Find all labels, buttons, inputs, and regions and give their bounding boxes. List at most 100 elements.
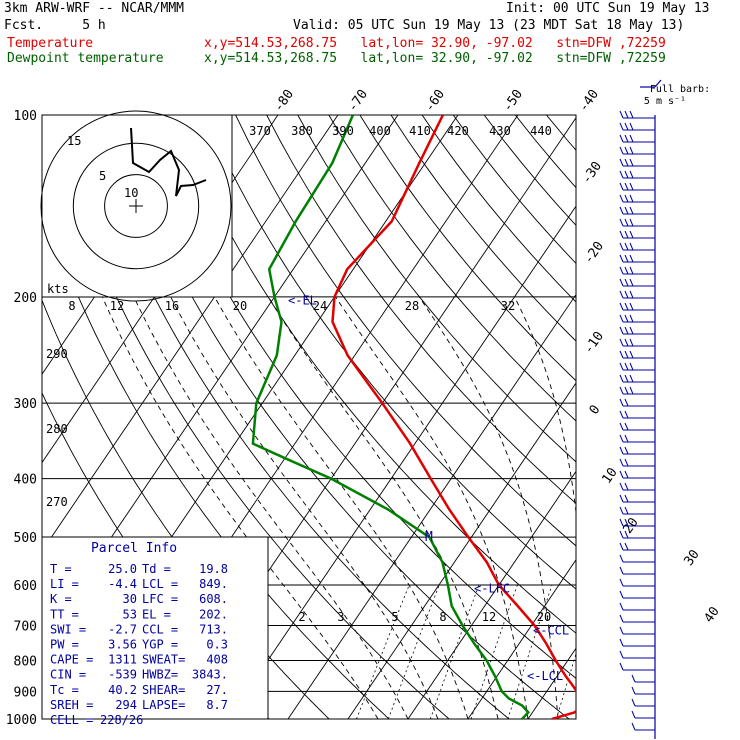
parcel-param-value: 30	[123, 592, 137, 606]
parcel-info-box	[41, 536, 269, 720]
wind-barb-flag	[631, 674, 636, 683]
wind-barb-flag	[629, 218, 634, 227]
wind-barb-flag	[619, 542, 624, 551]
wind-barb-flag	[624, 362, 629, 371]
wind-barb-flag	[619, 230, 624, 239]
wind-barb-flag	[619, 278, 624, 287]
theta-e-label: 430	[489, 124, 511, 138]
parcel-param-value: 3843.	[192, 668, 228, 682]
wind-barb-flag	[629, 338, 634, 347]
wind-barb-flag	[619, 470, 624, 479]
wind-barb-flag	[619, 302, 624, 311]
wind-barb-flag	[631, 722, 636, 731]
wind-barb-flag	[619, 590, 624, 599]
parcel-param-value: -4.4	[108, 577, 137, 591]
wind-barb-flag	[629, 230, 634, 239]
parcel-param-label: PW =	[50, 638, 79, 652]
parcel-param-value: 40.2	[108, 683, 137, 697]
wind-barb-flag	[629, 110, 634, 119]
parcel-param-label: SHEAR=	[142, 683, 185, 697]
wind-barb-flag	[624, 290, 629, 299]
wind-barb-flag	[619, 614, 624, 623]
isotherm-label: -70	[345, 87, 371, 115]
wind-barb-flag	[619, 122, 624, 131]
wind-barb-flag	[624, 446, 629, 455]
pressure-tick-label: 800	[14, 654, 37, 669]
theta-e-label: 380	[291, 124, 313, 138]
barb-legend-unit: 5 m s⁻¹	[644, 96, 686, 107]
dewpoint-location: x,y=514.53,268.75 lat,lon= 32.90, -97.02…	[204, 51, 666, 66]
wind-barb-flag	[619, 650, 624, 659]
wind-barb-flag	[624, 338, 629, 347]
wind-barb-flag	[624, 422, 629, 431]
wind-barb-flag	[624, 386, 629, 395]
level-marker-label: <-LCL	[527, 669, 563, 683]
theta-e-label: 400	[369, 124, 391, 138]
wind-barb-flag	[624, 242, 629, 251]
wind-barb-flag	[619, 134, 624, 143]
pressure-tick-label: 400	[14, 473, 37, 488]
wind-barb-flag	[629, 122, 634, 131]
parcel-param-value: -539	[108, 668, 137, 682]
hodograph-ring-label: 10	[124, 186, 138, 200]
wind-barb-flag	[619, 158, 624, 167]
m-marker-label: M	[425, 530, 433, 545]
parcel-param-value: 19.8	[199, 562, 228, 576]
wind-barb-flag	[619, 314, 624, 323]
wind-barb-flag	[624, 158, 629, 167]
hodograph-ring-label: 5	[99, 169, 106, 183]
wind-barb-flag	[624, 470, 629, 479]
dry-adiabat-line	[235, 115, 576, 547]
wind-barb-flag	[619, 566, 624, 575]
parcel-param-label: SWI =	[50, 622, 86, 636]
barb-legend-sample	[654, 79, 662, 88]
mixing-ratio-label: 20	[537, 610, 551, 624]
parcel-param-label: K =	[50, 592, 72, 606]
isotherm-label: -20	[581, 239, 607, 267]
wind-barb-flag	[629, 170, 634, 179]
moist-adiabat-line	[514, 296, 576, 516]
parcel-param-value: 608.	[199, 592, 228, 606]
wind-barb-flag	[624, 194, 629, 203]
wind-barb-flag	[619, 338, 624, 347]
parcel-param-label: YGP =	[142, 638, 178, 652]
isotherm-label: 30	[681, 547, 702, 568]
wind-barb-flag	[619, 506, 624, 515]
valid-time: Valid: 05 UTC Sun 19 May 13 (23 MDT Sat …	[293, 18, 685, 33]
wind-barb-flag	[619, 434, 624, 443]
wind-barb-flag	[619, 626, 624, 635]
wind-barb-flag	[629, 158, 634, 167]
wind-barb-flag	[619, 242, 624, 251]
parcel-param-value: 713.	[199, 622, 228, 636]
wind-barb-flag	[624, 266, 629, 275]
wind-barb-flag	[619, 662, 624, 671]
parcel-param-label: HWBZ=	[142, 668, 178, 682]
wind-barb-flag	[629, 350, 634, 359]
wind-barb-flag	[631, 710, 636, 719]
parcel-param-label: LI =	[50, 577, 79, 591]
parcel-param-value: -2.7	[108, 622, 137, 636]
level-marker-label: <-EL	[288, 294, 317, 308]
isotherm-line	[347, 382, 576, 719]
wind-barb-flag	[624, 494, 629, 503]
dry-adiabat-line	[359, 115, 576, 382]
wind-barb-flag	[619, 254, 624, 263]
dry-adiabat-line	[48, 115, 450, 719]
isotherm-line	[708, 115, 740, 719]
wind-barb-flag	[629, 374, 634, 383]
wind-barb-flag	[624, 434, 629, 443]
wind-barb-flag	[624, 170, 629, 179]
init-time: Init: 00 UTC Sun 19 May 13	[506, 1, 710, 16]
parcel-param-label: LFC =	[142, 592, 178, 606]
wind-barb-flag	[629, 242, 634, 251]
speed-scale-label: 16	[165, 299, 179, 313]
pressure-tick-label: 200	[14, 291, 37, 306]
parcel-cell-value: 228/26	[100, 713, 143, 727]
wind-barb-flag	[624, 506, 629, 515]
isotherm-line	[42, 115, 339, 552]
temperature-profile	[331, 115, 576, 719]
dry-adiabat-line	[110, 115, 570, 719]
dry-adiabat-line	[328, 115, 576, 422]
